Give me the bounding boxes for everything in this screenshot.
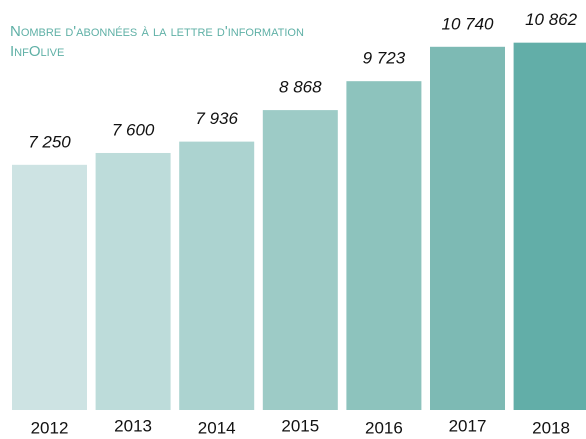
bar bbox=[513, 42, 586, 411]
value-label: 7 600 bbox=[112, 120, 155, 139]
x-tick-label: 2018 bbox=[532, 418, 570, 437]
x-tick-label: 2017 bbox=[449, 416, 487, 435]
x-tick-label: 2016 bbox=[365, 418, 403, 437]
value-label: 10 740 bbox=[442, 14, 495, 33]
x-tick-label: 2014 bbox=[198, 418, 236, 437]
bar bbox=[430, 46, 505, 411]
value-label: 8 868 bbox=[279, 78, 322, 97]
bar bbox=[95, 152, 171, 410]
x-tick-label: 2015 bbox=[281, 416, 319, 435]
bar bbox=[12, 164, 87, 410]
value-label: 9 723 bbox=[363, 49, 406, 68]
value-label: 7 250 bbox=[28, 132, 71, 151]
x-tick-label: 2013 bbox=[114, 416, 152, 435]
x-tick-label: 2012 bbox=[31, 418, 69, 437]
value-label: 10 862 bbox=[525, 10, 578, 29]
value-label: 7 936 bbox=[195, 109, 238, 128]
chart-title: Nombre d'abonnées à la lettre d'informat… bbox=[10, 23, 304, 60]
bar bbox=[262, 110, 338, 410]
bar bbox=[346, 81, 422, 410]
bar bbox=[179, 141, 255, 411]
